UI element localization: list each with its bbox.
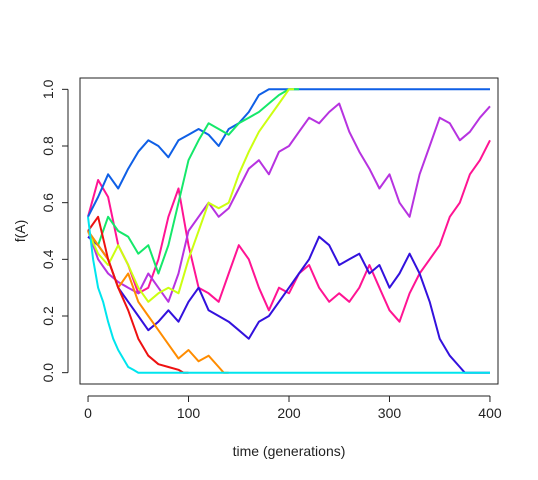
series-line-3 <box>87 235 490 374</box>
y-tick-label: 0.6 <box>40 193 56 213</box>
x-axis: 0 100 200 300 400 <box>84 395 502 421</box>
y-axis-title: f(A) <box>12 220 28 243</box>
series-line-7 <box>87 230 229 374</box>
series-line-4 <box>87 88 490 218</box>
x-tick-label: 100 <box>177 405 201 421</box>
x-tick-label: 200 <box>277 405 301 421</box>
x-tick-label: 0 <box>84 405 92 421</box>
y-tick-label: 0.4 <box>40 249 56 269</box>
series-line-6 <box>87 88 294 303</box>
series-line-5 <box>87 88 299 275</box>
y-tick-label: 1.0 <box>40 79 56 99</box>
y-tick-label: 0.0 <box>40 363 56 383</box>
x-tick-label: 300 <box>378 405 402 421</box>
plot-frame <box>79 77 499 385</box>
y-axis: 0.0 0.2 0.4 0.6 0.8 1.0 <box>40 79 69 383</box>
series-line-2 <box>87 102 491 303</box>
x-tick-label: 400 <box>478 405 502 421</box>
x-axis-title: time (generations) <box>233 443 346 459</box>
y-tick-label: 0.8 <box>40 136 56 156</box>
y-tick-label: 0.2 <box>40 306 56 326</box>
series-line-8 <box>87 215 189 374</box>
series-layer <box>87 88 491 374</box>
series-line-9 <box>87 216 490 374</box>
series-line-1 <box>87 139 491 323</box>
